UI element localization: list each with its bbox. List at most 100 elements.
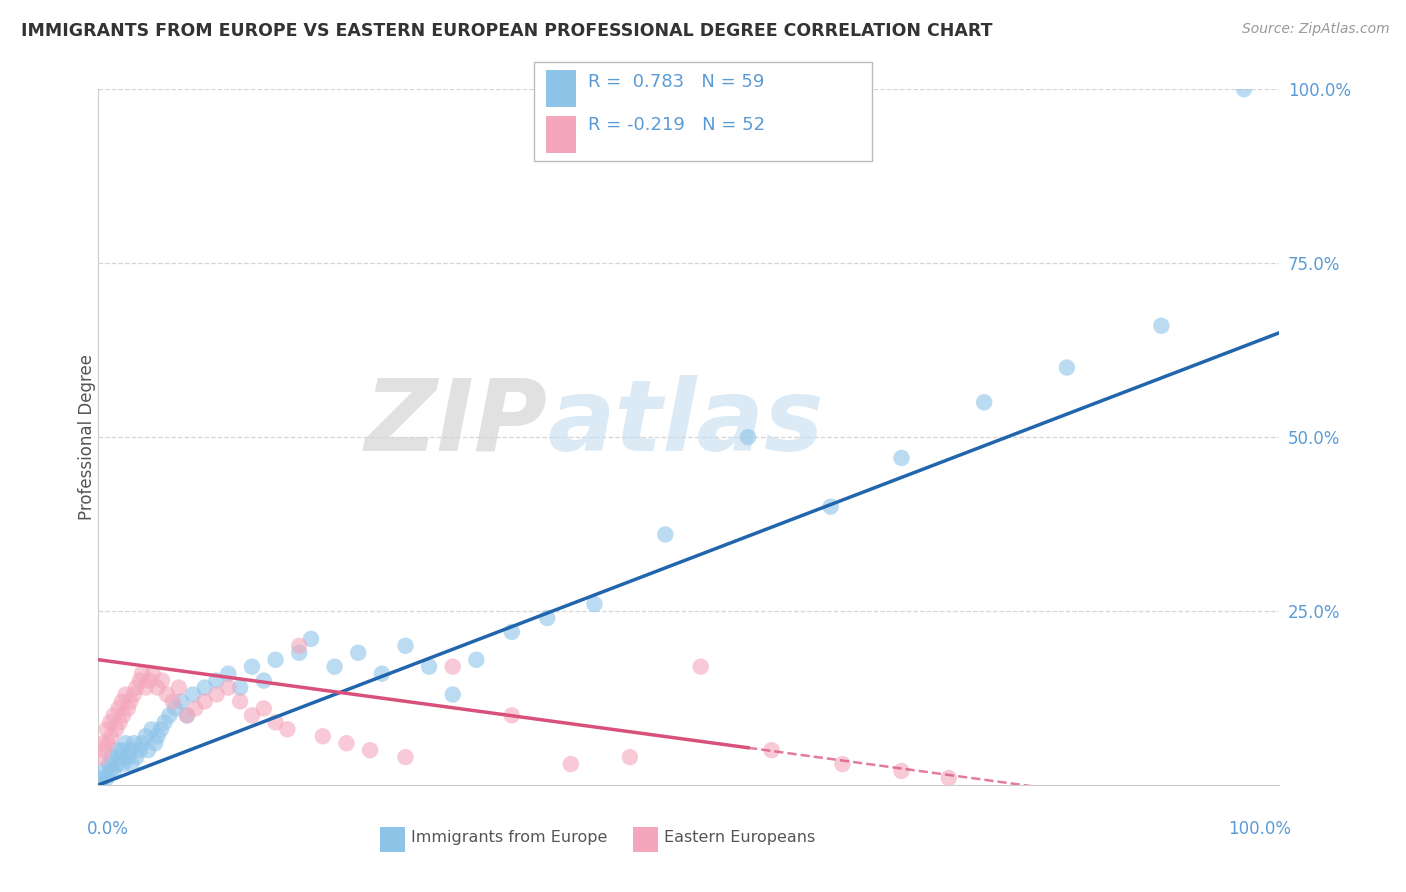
Point (560, 757, 582, 772)
Point (121, 757, 143, 772)
Point (128, 673, 150, 688)
Point (156, 688, 179, 702)
Point (105, 743, 128, 757)
Point (143, 736, 166, 750)
Point (820, 500, 842, 514)
Point (536, 611, 558, 625)
Point (938, 771, 960, 785)
Point (1150, 318, 1173, 333)
Point (157, 708, 180, 723)
Point (194, 681, 217, 695)
Point (441, 688, 464, 702)
Point (112, 708, 135, 723)
Point (264, 653, 287, 667)
Text: IMMIGRANTS FROM EUROPE VS EASTERN EUROPEAN PROFESSIONAL DEGREE CORRELATION CHART: IMMIGRANTS FROM EUROPE VS EASTERN EUROPE… (21, 22, 993, 40)
Point (689, 659, 711, 673)
Point (165, 701, 187, 715)
Point (217, 681, 239, 695)
Point (264, 715, 287, 730)
Point (120, 743, 142, 757)
Point (1233, 82, 1256, 96)
Point (347, 646, 370, 660)
Point (170, 694, 193, 708)
Point (323, 659, 346, 673)
Point (100, 750, 122, 764)
Point (371, 666, 394, 681)
Text: Immigrants from Europe: Immigrants from Europe (411, 830, 607, 845)
Point (176, 708, 198, 723)
Text: R = -0.219   N = 52: R = -0.219 N = 52 (588, 117, 765, 135)
Point (176, 708, 198, 723)
Point (136, 743, 159, 757)
Point (107, 701, 129, 715)
Point (441, 659, 464, 673)
Point (167, 681, 190, 695)
Point (125, 681, 148, 695)
Point (153, 715, 176, 730)
Point (103, 708, 125, 723)
Point (1056, 360, 1078, 375)
Point (654, 527, 676, 541)
Text: 0.0%: 0.0% (87, 820, 128, 838)
Point (229, 681, 252, 695)
Point (142, 666, 165, 681)
Y-axis label: Professional Degree: Professional Degree (79, 354, 96, 520)
Point (98, 764, 121, 778)
Point (240, 659, 263, 673)
Point (125, 750, 148, 764)
Point (150, 723, 173, 737)
Point (394, 750, 416, 764)
Point (131, 736, 153, 750)
Point (229, 694, 252, 708)
Point (105, 723, 128, 737)
Point (194, 694, 217, 708)
Point (312, 729, 335, 743)
Point (299, 632, 322, 646)
Text: Eastern Europeans: Eastern Europeans (664, 830, 815, 845)
Point (128, 743, 150, 757)
Text: Source: ZipAtlas.com: Source: ZipAtlas.com (1241, 22, 1389, 37)
Point (120, 694, 142, 708)
Point (131, 666, 153, 681)
Point (108, 750, 131, 764)
Point (108, 715, 131, 730)
Point (114, 688, 136, 702)
Point (973, 395, 995, 409)
Point (141, 723, 163, 737)
Point (98, 715, 121, 730)
Point (96, 771, 118, 785)
Point (122, 688, 145, 702)
Point (111, 743, 134, 757)
Point (90, 750, 112, 764)
Point (418, 659, 440, 673)
Point (150, 673, 173, 688)
Point (737, 430, 759, 444)
Point (501, 624, 523, 639)
Point (205, 673, 228, 688)
Point (135, 681, 157, 695)
Point (181, 688, 204, 702)
Text: ZIP: ZIP (364, 375, 547, 472)
Point (87, 778, 110, 792)
Point (122, 736, 145, 750)
Point (138, 673, 160, 688)
Point (103, 764, 125, 778)
Point (100, 729, 122, 743)
Point (91, 771, 114, 785)
Point (111, 694, 134, 708)
Point (98, 757, 121, 772)
Point (288, 646, 311, 660)
Point (359, 743, 381, 757)
Point (135, 729, 157, 743)
Point (501, 708, 523, 723)
Text: R =  0.783   N = 59: R = 0.783 N = 59 (588, 73, 763, 91)
Point (288, 639, 311, 653)
Point (184, 701, 207, 715)
Point (93, 764, 115, 778)
Point (890, 764, 912, 778)
Point (117, 701, 139, 715)
Point (112, 757, 135, 772)
Point (146, 681, 169, 695)
Point (240, 708, 263, 723)
Point (105, 757, 128, 772)
